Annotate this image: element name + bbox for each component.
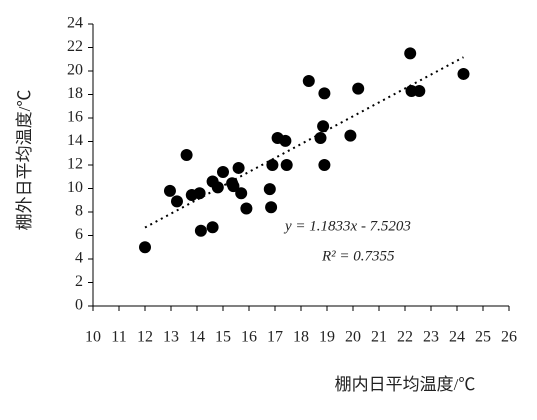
point [344,129,357,142]
y-tick-label: 2 [75,273,83,290]
x-tick-label: 20 [345,329,361,346]
point [163,184,176,197]
y-tick-label: 14 [67,132,83,149]
y-tick-label: 16 [67,109,83,126]
x-tick-label: 25 [475,329,491,346]
point [232,161,245,174]
point [457,67,470,80]
point [139,241,151,254]
point [413,84,426,97]
x-tick-label: 24 [449,329,465,346]
trend-r2: R² = 0.7355 [321,248,395,264]
point [206,221,219,234]
point [302,74,315,87]
point [404,47,417,60]
x-tick-label: 14 [189,329,205,346]
y-axis-label: 棚外日平均温度/℃ [15,90,34,231]
trend-equation: y = 1.1833x - 7.5203 [283,218,411,234]
x-axis-label: 棚内日平均温度/℃ [335,375,476,394]
point [227,180,240,193]
point [180,149,193,162]
point [318,159,331,171]
point [317,120,330,133]
point [194,224,207,237]
point [263,183,276,196]
x-tick-label: 15 [215,329,231,346]
x-tick-label: 26 [501,329,517,346]
x-tick-label: 18 [293,329,309,346]
y-tick-label: 10 [67,179,83,196]
point [266,159,279,171]
point [211,181,224,194]
point [314,131,327,144]
point [318,87,331,100]
x-tick-label: 12 [137,329,153,346]
x-tick-label: 13 [163,329,179,346]
y-tick-label: 20 [67,62,83,79]
point [217,166,229,179]
y-tick-label: 8 [75,203,83,220]
x-tick-label: 11 [111,329,126,346]
y-tick-label: 18 [67,85,83,102]
y-tick-label: 24 [67,15,83,32]
point [280,159,293,171]
point [279,134,292,147]
y-tick-label: 6 [75,226,83,243]
x-tick-label: 23 [423,329,439,346]
x-tick-label: 16 [241,329,257,346]
point [193,187,206,200]
x-tick-label: 19 [319,329,335,346]
y-tick-label: 0 [75,297,83,314]
point [240,202,253,215]
point [352,82,365,95]
x-tick-label: 22 [397,329,413,346]
y-tick-label: 22 [67,38,83,55]
y-tick-label: 4 [75,250,83,267]
point [235,187,248,200]
x-tick-label: 10 [85,329,101,346]
point [170,195,183,208]
x-tick-label: 21 [371,329,387,346]
y-tick-label: 12 [67,156,83,173]
point [265,201,278,214]
x-tick-label: 17 [267,329,283,346]
